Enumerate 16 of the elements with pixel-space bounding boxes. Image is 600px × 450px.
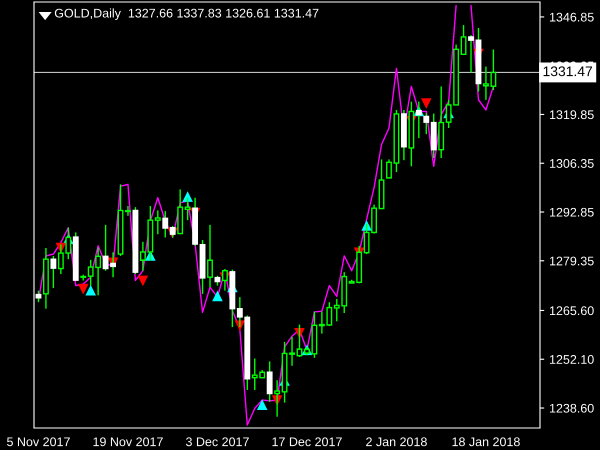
x-tick-label: 2 Jan 2018: [366, 437, 427, 446]
x-tick-label: 3 Dec 2017: [186, 437, 249, 446]
y-tick-label: 1279.35: [550, 256, 594, 266]
y-tick-label: 1346.85: [550, 12, 594, 22]
y-tick-label: 1306.35: [550, 159, 594, 168]
x-tick-label: 5 Nov 2017: [7, 437, 70, 446]
y-tick-label: 1238.60: [550, 404, 594, 413]
chart-title: GOLD,Daily 1327.66 1337.83 1326.61 1331.47: [54, 8, 318, 20]
x-tick-label: 17 Dec 2017: [272, 437, 342, 446]
x-tick-label: 18 Jan 2018: [452, 437, 520, 446]
x-tick-label: 19 Nov 2017: [93, 437, 163, 446]
ref-line-label: 1331.47: [544, 66, 592, 76]
y-tick-label: 1265.60: [550, 306, 594, 316]
y-tick-label: 1252.10: [550, 355, 594, 364]
y-tick-label: 1292.85: [550, 208, 594, 217]
y-tick-label: 1319.85: [550, 110, 594, 120]
